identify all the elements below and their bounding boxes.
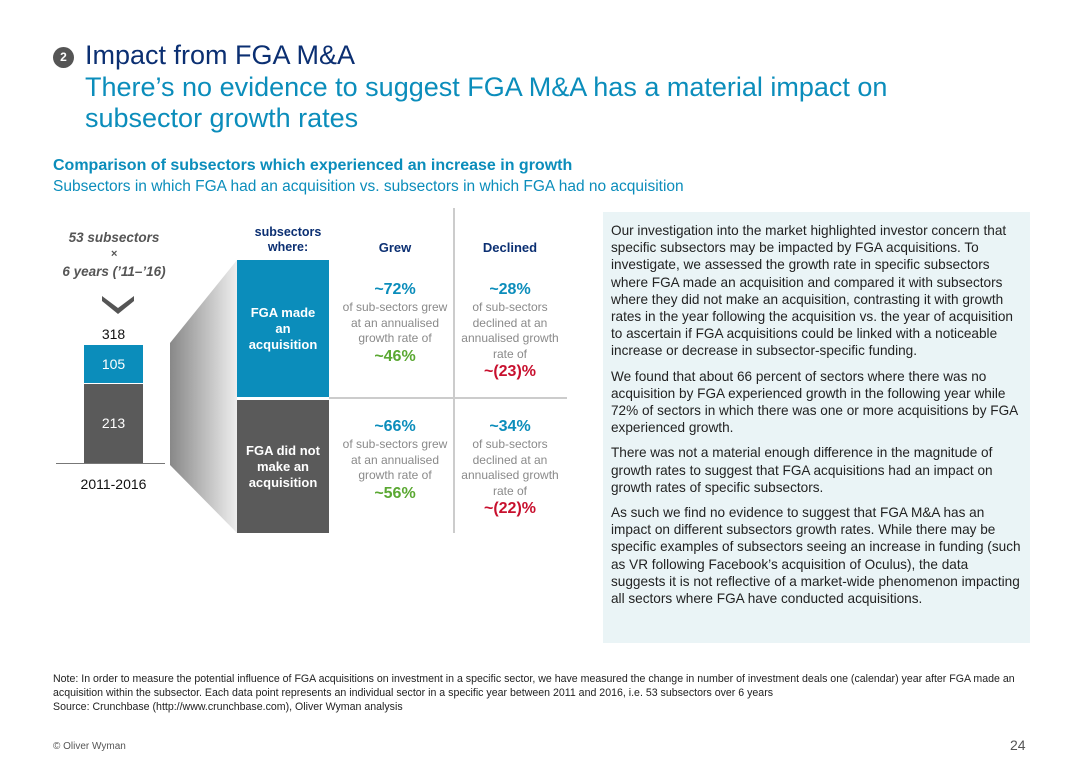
bar-segment-acquisition: 105 (84, 345, 143, 383)
source-text: Source: Crunchbase (http://www.crunchbas… (53, 701, 403, 713)
cell-noacq-declined: ~34% of sub-sectors declined at an annual… (453, 417, 567, 519)
rate: ~(22)% (483, 500, 537, 517)
row-fga-no-acquisition: FGA did not make an acquisition (237, 400, 329, 533)
years-label: 6 years (’11–’16) (62, 264, 166, 279)
page-number: 24 (1010, 737, 1026, 753)
bar-baseline (56, 463, 165, 464)
bar-segment-no-acquisition: 213 (84, 384, 143, 463)
section-title: Comparison of subsectors which experienc… (53, 157, 573, 174)
bar-total-label: 318 (101, 326, 126, 342)
section-subtitle: Subsectors in which FGA had an acquisiti… (53, 178, 684, 195)
pct: ~28% (489, 281, 531, 298)
page-subtitle: There’s no evidence to suggest FGA M&A h… (85, 72, 888, 133)
rate: ~56% (374, 484, 416, 502)
desc: of sub-sectors declined at an annualised… (461, 437, 559, 498)
row-divider (329, 397, 567, 399)
paragraph: Our investigation into the market highli… (611, 223, 1013, 359)
bar-period-label: 2011-2016 (80, 476, 147, 492)
copyright: © Oliver Wyman (53, 741, 126, 752)
column-divider (453, 208, 455, 533)
row-header: subsectors where: (254, 225, 322, 254)
row-fga-acquisition: FGA made an acquisition (237, 260, 329, 397)
paragraph: There was not a material enough differen… (611, 445, 993, 495)
pct: ~66% (374, 418, 416, 435)
column-header-grew: Grew (378, 240, 412, 255)
rate: ~(23)% (483, 363, 537, 380)
subsectors-label: 53 subsectors (68, 230, 160, 245)
times-symbol: × (110, 248, 118, 260)
pct: ~34% (489, 418, 531, 435)
chevron-down-icon (102, 296, 134, 314)
footnote: Note: In order to measure the potential … (53, 672, 1043, 714)
paragraph: We found that about 66 percent of sector… (611, 368, 1018, 436)
desc: of sub-sectors declined at an annualised… (461, 300, 559, 361)
column-header-declined: Declined (482, 240, 538, 255)
cell-acq-grew: ~72% of sub-sectors grew at an annualised… (338, 280, 452, 367)
paragraph: As such we find no evidence to suggest t… (611, 505, 1021, 607)
note-text: Note: In order to measure the potential … (53, 673, 1015, 699)
desc: of sub-sectors grew at an annualised gro… (342, 437, 448, 482)
cell-acq-declined: ~28% of sub-sectors declined at an annual… (453, 280, 567, 382)
pct: ~72% (374, 281, 416, 298)
section-number-badge: 2 (53, 47, 74, 68)
cell-noacq-grew: ~66% of sub-sectors grew at an annualised… (338, 417, 452, 504)
funnel-connector (170, 260, 237, 533)
commentary-panel: Our investigation into the market highli… (603, 212, 1030, 643)
rate: ~46% (374, 347, 416, 365)
page-title: Impact from FGA M&A (85, 40, 356, 70)
desc: of sub-sectors grew at an annualised gro… (342, 300, 448, 345)
